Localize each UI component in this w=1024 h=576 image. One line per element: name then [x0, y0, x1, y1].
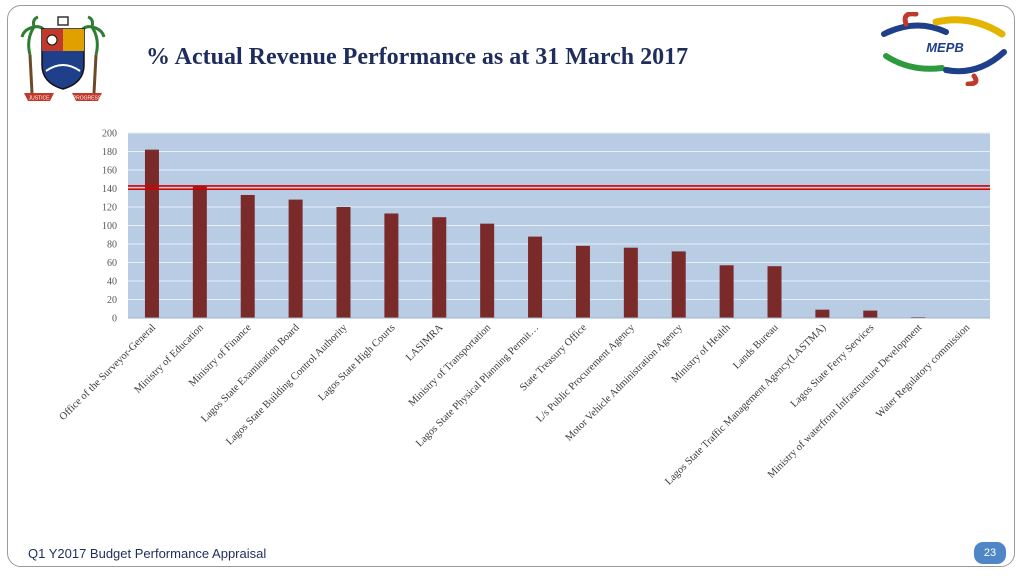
palm-left-icon — [20, 15, 48, 56]
logo-text-plate — [920, 38, 970, 56]
bar — [432, 217, 447, 318]
plot-area: 0 20 40 60 80 100 120 140 160 180 200 Office of the… — [58, 129, 990, 488]
x-tick-label: Lagos State Ferry Services — [789, 322, 877, 410]
bar — [575, 245, 590, 318]
y-tick-label: 40 — [107, 277, 117, 288]
logo-swoosh-yellow — [932, 16, 1006, 38]
palm-left-trunk — [28, 54, 34, 94]
crest-ribbon-right — [72, 93, 102, 101]
logo-swoosh-navy — [943, 49, 1007, 75]
y-tick-label: 20 — [107, 295, 117, 306]
bar — [240, 194, 255, 318]
slide-frame — [7, 5, 1015, 567]
y-tick-label: 80 — [107, 240, 117, 251]
x-tick-label: L/s Public Procurement Agency — [535, 322, 638, 425]
logo-swoosh-red-top — [902, 12, 919, 27]
bar — [384, 213, 399, 318]
bar — [671, 251, 686, 318]
bar — [863, 310, 878, 318]
x-tick-label: Office of the Surveyor-General — [58, 322, 159, 423]
x-tick-label: Ministry of Transportation — [407, 322, 494, 409]
logo-swoosh-blue — [881, 22, 949, 37]
y-tick-label: 200 — [102, 129, 117, 140]
y-tick-label: 140 — [102, 184, 117, 195]
bar — [623, 247, 638, 318]
bar — [480, 223, 495, 318]
bar — [719, 265, 734, 318]
x-tick-label: Lagos State Examination Board — [199, 322, 302, 425]
x-tick-label: LASIMRA — [404, 322, 445, 363]
palm-right-trunk — [92, 54, 98, 94]
page-title: % Actual Revenue Performance as at 31 Ma… — [146, 44, 689, 70]
palm-right-icon — [78, 15, 106, 56]
crest-motto-right: PROGRESS — [73, 96, 102, 102]
y-tick-label: 0 — [112, 314, 117, 325]
page-number-badge: 23 — [974, 542, 1006, 564]
crest-motto-left: JUSTICE — [29, 96, 51, 102]
y-tick-label: 100 — [102, 221, 117, 232]
mepb-logo-icon: MEPB — [881, 12, 1007, 86]
y-tick-label: 60 — [107, 258, 117, 269]
crest-ribbon-left — [24, 93, 54, 101]
footer-text: Q1 Y2017 Budget Performance Appraisal — [28, 546, 267, 561]
y-tick-label: 180 — [102, 147, 117, 158]
logo-swoosh-red-bottom — [965, 73, 979, 86]
bar — [815, 309, 830, 318]
crest-wave — [45, 64, 81, 72]
logo-text: MEPB — [926, 40, 964, 55]
bar — [767, 266, 782, 318]
bar — [336, 207, 351, 318]
crest-wheel-icon — [46, 34, 58, 46]
y-tick-label: 120 — [102, 203, 117, 214]
crest-knot — [57, 16, 69, 26]
crest-shield-quarter-gold — [63, 29, 84, 51]
bar — [144, 149, 159, 318]
x-tick-label: Water Regulatory commission — [874, 322, 972, 420]
bar — [192, 185, 207, 318]
lagos-crest-icon: JUSTICE PROGRESS — [20, 15, 106, 102]
x-tick-label: Lands Bureau — [731, 322, 781, 372]
bar — [528, 236, 543, 318]
y-tick-label: 160 — [102, 166, 117, 177]
logo-swoosh-green — [883, 53, 945, 72]
bar — [288, 199, 303, 318]
x-tick-label: Lagos State Traffic Management Agency(LA… — [663, 322, 829, 488]
